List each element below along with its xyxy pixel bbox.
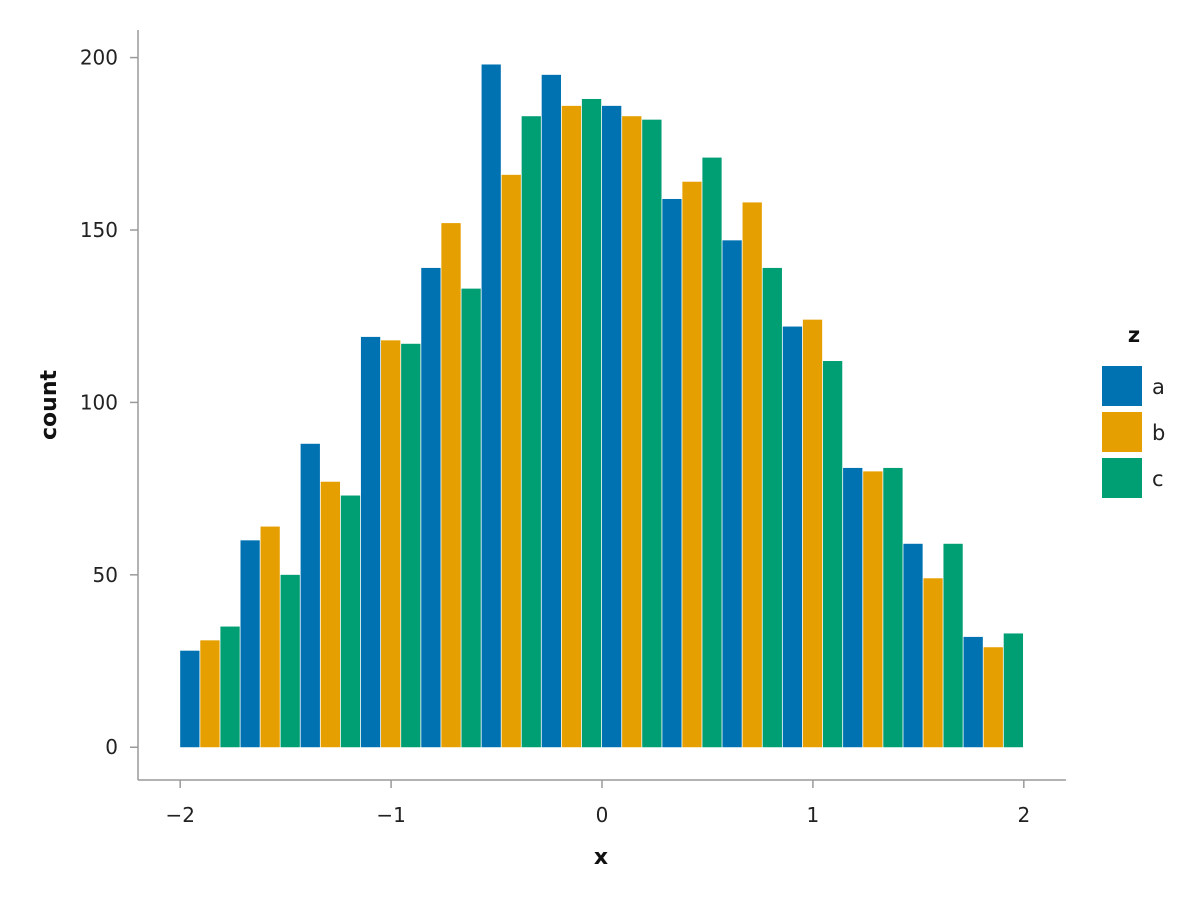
- bar-b-bin-9: [682, 181, 702, 748]
- x-tick-label: −1: [376, 803, 405, 827]
- x-tick-label: −2: [165, 803, 194, 827]
- bar-b-bin-11: [802, 319, 823, 748]
- x-axis-title: x: [594, 845, 608, 870]
- y-tick-label: 150: [80, 218, 118, 242]
- bar-b-bin-5: [441, 223, 461, 748]
- bar-a-bin-10: [722, 240, 742, 748]
- y-tick-label: 100: [80, 390, 118, 414]
- x-tick-label: 1: [807, 803, 820, 827]
- bar-c-bin-10: [762, 267, 782, 748]
- x-tick-label: 0: [596, 803, 609, 827]
- bar-a-bin-12: [843, 467, 863, 748]
- legend-swatch-c: [1102, 458, 1142, 498]
- bar-b-bin-4: [381, 340, 401, 748]
- bar-b-bin-12: [863, 471, 883, 748]
- bar-b-bin-8: [622, 116, 642, 748]
- bar-c-bin-12: [883, 467, 903, 748]
- y-axis-ticks: 0 50 100 150 200: [80, 46, 138, 759]
- bar-c-bin-11: [822, 361, 843, 748]
- bar-a-bin-3: [300, 443, 320, 748]
- x-tick-label: 2: [1017, 803, 1030, 827]
- bar-b-bin-1: [200, 640, 220, 748]
- bar-c-bin-3: [340, 495, 361, 748]
- bar-a-bin-2: [240, 540, 260, 748]
- y-tick-label: 50: [93, 563, 118, 587]
- bar-a-bin-1: [180, 650, 200, 748]
- bar-a-bin-11: [782, 326, 803, 748]
- bar-a-bin-8: [602, 105, 622, 748]
- legend-swatch-a: [1102, 366, 1142, 406]
- bar-c-bin-5: [461, 288, 481, 748]
- bar-b-bin-2: [260, 526, 280, 748]
- legend-label-b: b: [1152, 421, 1165, 445]
- bar-c-bin-2: [280, 574, 300, 748]
- bar-c-bin-14: [1003, 633, 1024, 748]
- bar-a-bin-5: [421, 267, 441, 748]
- bars-group: [180, 64, 1024, 748]
- legend-label-a: a: [1152, 375, 1165, 399]
- bar-a-bin-7: [541, 74, 561, 748]
- bar-c-bin-9: [702, 157, 722, 748]
- bar-c-bin-8: [642, 119, 662, 748]
- bar-b-bin-10: [742, 202, 762, 748]
- y-tick-label: 0: [105, 735, 118, 759]
- bar-c-bin-4: [401, 343, 421, 748]
- bar-a-bin-14: [963, 636, 983, 748]
- bar-b-bin-3: [320, 481, 341, 748]
- legend-items: abc: [1102, 366, 1165, 498]
- bar-a-bin-6: [481, 64, 501, 748]
- bar-b-bin-13: [923, 578, 943, 748]
- bar-c-bin-7: [581, 98, 602, 748]
- bar-c-bin-1: [220, 626, 240, 748]
- bar-b-bin-14: [983, 647, 1003, 748]
- bar-a-bin-9: [662, 198, 682, 748]
- bar-c-bin-13: [943, 543, 963, 748]
- bar-c-bin-6: [521, 116, 541, 748]
- y-axis-title: count: [37, 370, 62, 440]
- y-tick-label: 200: [80, 46, 118, 70]
- legend: z abc: [1102, 323, 1165, 498]
- legend-title: z: [1128, 323, 1140, 347]
- legend-label-c: c: [1152, 467, 1164, 491]
- legend-swatch-b: [1102, 412, 1142, 452]
- bar-b-bin-6: [501, 174, 521, 748]
- x-axis-ticks: −2 −1 0 1 2: [165, 780, 1030, 827]
- bar-a-bin-4: [360, 336, 381, 748]
- bar-b-bin-7: [561, 105, 582, 748]
- bar-a-bin-13: [903, 543, 923, 748]
